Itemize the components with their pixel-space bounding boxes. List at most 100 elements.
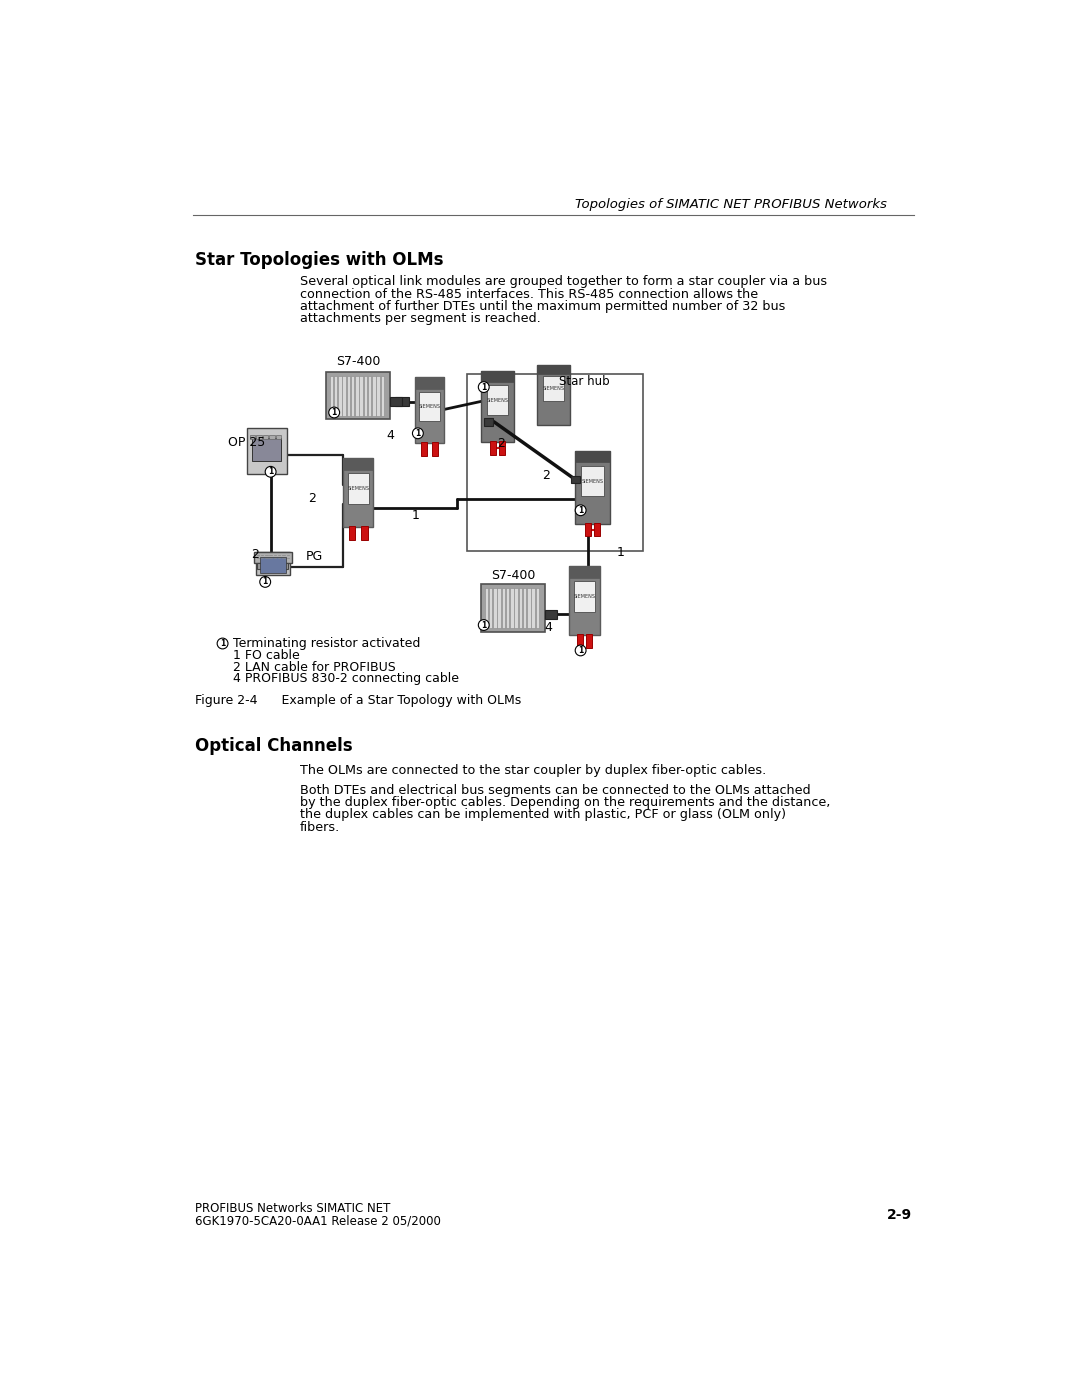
- Text: 1: 1: [481, 383, 486, 391]
- Bar: [482, 372, 514, 381]
- Circle shape: [266, 467, 276, 478]
- Text: 1 FO cable: 1 FO cable: [233, 650, 300, 662]
- Text: 1: 1: [268, 467, 273, 476]
- Bar: [497, 588, 501, 629]
- Bar: [380, 376, 384, 415]
- Text: connection of the RS-485 interfaces. This RS-485 connection allows the: connection of the RS-485 interfaces. Thi…: [300, 288, 758, 300]
- Circle shape: [260, 577, 271, 587]
- Text: Both DTEs and electrical bus segments can be connected to the OLMs attached: Both DTEs and electrical bus segments ca…: [300, 784, 811, 796]
- Text: Star Topologies with OLMs: Star Topologies with OLMs: [195, 251, 444, 268]
- Bar: [334, 376, 337, 415]
- Text: Optical Channels: Optical Channels: [195, 738, 353, 756]
- Text: 1: 1: [481, 620, 486, 630]
- Bar: [501, 588, 505, 629]
- Bar: [570, 475, 580, 483]
- Text: 1: 1: [262, 577, 268, 587]
- Text: 4: 4: [544, 620, 552, 634]
- Text: fibers.: fibers.: [300, 820, 340, 834]
- Bar: [537, 365, 570, 374]
- Text: The OLMs are connected to the star coupler by duplex fiber-optic cables.: The OLMs are connected to the star coupl…: [300, 764, 767, 777]
- Bar: [487, 386, 509, 415]
- Text: PROFIBUS Networks SIMATIC NET: PROFIBUS Networks SIMATIC NET: [195, 1203, 391, 1215]
- Bar: [575, 451, 610, 524]
- Text: attachments per segment is reached.: attachments per segment is reached.: [300, 313, 541, 326]
- Text: SIEMENS: SIEMENS: [487, 398, 509, 402]
- Bar: [342, 376, 346, 415]
- Bar: [343, 458, 373, 471]
- Bar: [395, 398, 409, 407]
- Bar: [421, 441, 428, 455]
- Text: 6GK1970-5CA20-0AA1 Release 2 05/2000: 6GK1970-5CA20-0AA1 Release 2 05/2000: [195, 1214, 442, 1228]
- Bar: [347, 376, 350, 415]
- Bar: [256, 552, 291, 576]
- Text: by the duplex fiber-optic cables. Depending on the requirements and the distance: by the duplex fiber-optic cables. Depend…: [300, 796, 831, 809]
- Text: OP 25: OP 25: [228, 436, 266, 448]
- Circle shape: [576, 645, 586, 655]
- Text: 1: 1: [578, 506, 583, 514]
- Text: Figure 2-4      Example of a Star Topology with OLMs: Figure 2-4 Example of a Star Topology wi…: [195, 694, 522, 707]
- Bar: [246, 427, 287, 474]
- Text: S7-400: S7-400: [491, 569, 536, 583]
- Bar: [419, 391, 440, 420]
- Bar: [360, 376, 363, 415]
- Bar: [326, 372, 390, 419]
- Circle shape: [413, 427, 423, 439]
- Bar: [577, 634, 583, 648]
- Text: 2: 2: [497, 437, 504, 450]
- Bar: [467, 374, 643, 550]
- Circle shape: [478, 620, 489, 630]
- Bar: [362, 525, 367, 539]
- Bar: [581, 465, 604, 496]
- Bar: [584, 522, 591, 536]
- Bar: [343, 458, 373, 527]
- Bar: [518, 588, 522, 629]
- Bar: [494, 588, 497, 629]
- Circle shape: [478, 381, 489, 393]
- Text: Terminating resistor activated: Terminating resistor activated: [233, 637, 421, 650]
- Bar: [377, 376, 380, 415]
- Text: attachment of further DTEs until the maximum permitted number of 32 bus: attachment of further DTEs until the max…: [300, 300, 785, 313]
- Text: SIEMENS: SIEMENS: [581, 479, 604, 483]
- Bar: [355, 376, 359, 415]
- Bar: [364, 376, 367, 415]
- Text: SIEMENS: SIEMENS: [347, 486, 369, 492]
- Bar: [415, 377, 444, 390]
- Bar: [586, 634, 592, 648]
- Text: 2-9: 2-9: [887, 1208, 912, 1222]
- Bar: [348, 474, 368, 504]
- Bar: [257, 563, 288, 569]
- Text: 1: 1: [617, 546, 625, 559]
- Bar: [256, 434, 261, 439]
- Bar: [262, 434, 268, 439]
- Bar: [510, 588, 514, 629]
- Text: 4: 4: [387, 429, 394, 441]
- Text: Several optical link modules are grouped together to form a star coupler via a b: Several optical link modules are grouped…: [300, 275, 827, 288]
- Bar: [523, 588, 526, 629]
- Bar: [489, 588, 492, 629]
- Bar: [368, 376, 372, 415]
- Bar: [329, 376, 333, 415]
- Text: SIEMENS: SIEMENS: [419, 404, 441, 409]
- Text: 2: 2: [542, 469, 550, 482]
- Bar: [259, 557, 286, 573]
- Bar: [338, 376, 341, 415]
- Circle shape: [217, 638, 228, 648]
- Text: 1: 1: [332, 408, 337, 416]
- Text: Star hub: Star hub: [559, 376, 610, 388]
- Bar: [482, 372, 514, 441]
- Text: 1: 1: [415, 429, 420, 437]
- Text: 2: 2: [308, 492, 315, 506]
- Bar: [531, 588, 535, 629]
- Bar: [484, 418, 494, 426]
- Bar: [485, 588, 488, 629]
- Text: S7-400: S7-400: [336, 355, 380, 369]
- Bar: [351, 376, 354, 415]
- Bar: [276, 434, 282, 439]
- Bar: [253, 437, 281, 461]
- Bar: [575, 451, 610, 461]
- Bar: [573, 581, 595, 612]
- Bar: [536, 588, 539, 629]
- Bar: [569, 566, 600, 636]
- Bar: [543, 376, 564, 401]
- Circle shape: [328, 407, 339, 418]
